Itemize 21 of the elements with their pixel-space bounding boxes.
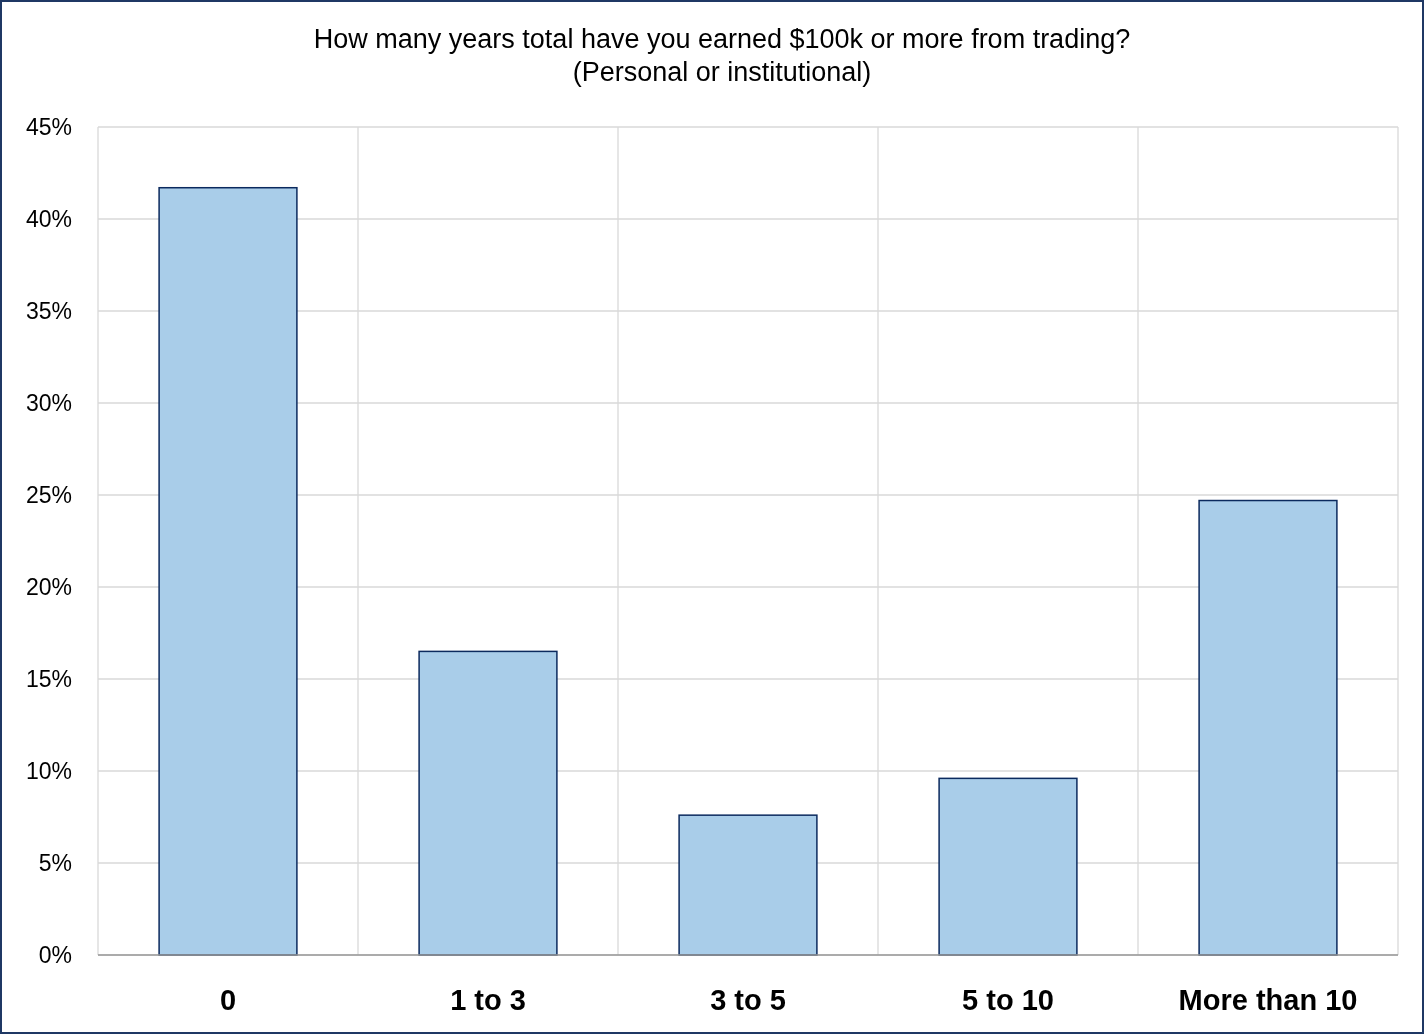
y-tick-label: 35% <box>25 298 72 325</box>
y-tick-label: 30% <box>25 390 72 417</box>
y-tick-label: 10% <box>25 758 72 785</box>
x-tick-label: 0 <box>219 984 237 1016</box>
y-tick-label: 45% <box>25 114 72 141</box>
y-tick-label: 25% <box>25 482 72 509</box>
y-tick-label: 15% <box>25 666 72 693</box>
chart-title: How many years total have you earned $100k or more from trading? (Personal or institutional) <box>313 24 1131 87</box>
bar <box>1198 499 1338 956</box>
bar <box>678 814 818 956</box>
x-tick-label: 3 to 5 <box>710 984 786 1016</box>
bar <box>938 777 1078 956</box>
bar <box>158 186 298 956</box>
y-tick-label: 5% <box>38 850 72 877</box>
y-tick-label: 0% <box>38 942 72 969</box>
x-tick-label: 1 to 3 <box>450 984 526 1016</box>
bar <box>418 650 558 956</box>
x-tick-label: 5 to 10 <box>962 984 1054 1016</box>
x-tick-label: More than 10 <box>1178 984 1358 1016</box>
y-tick-label: 20% <box>25 574 72 601</box>
y-tick-label: 40% <box>25 206 72 233</box>
